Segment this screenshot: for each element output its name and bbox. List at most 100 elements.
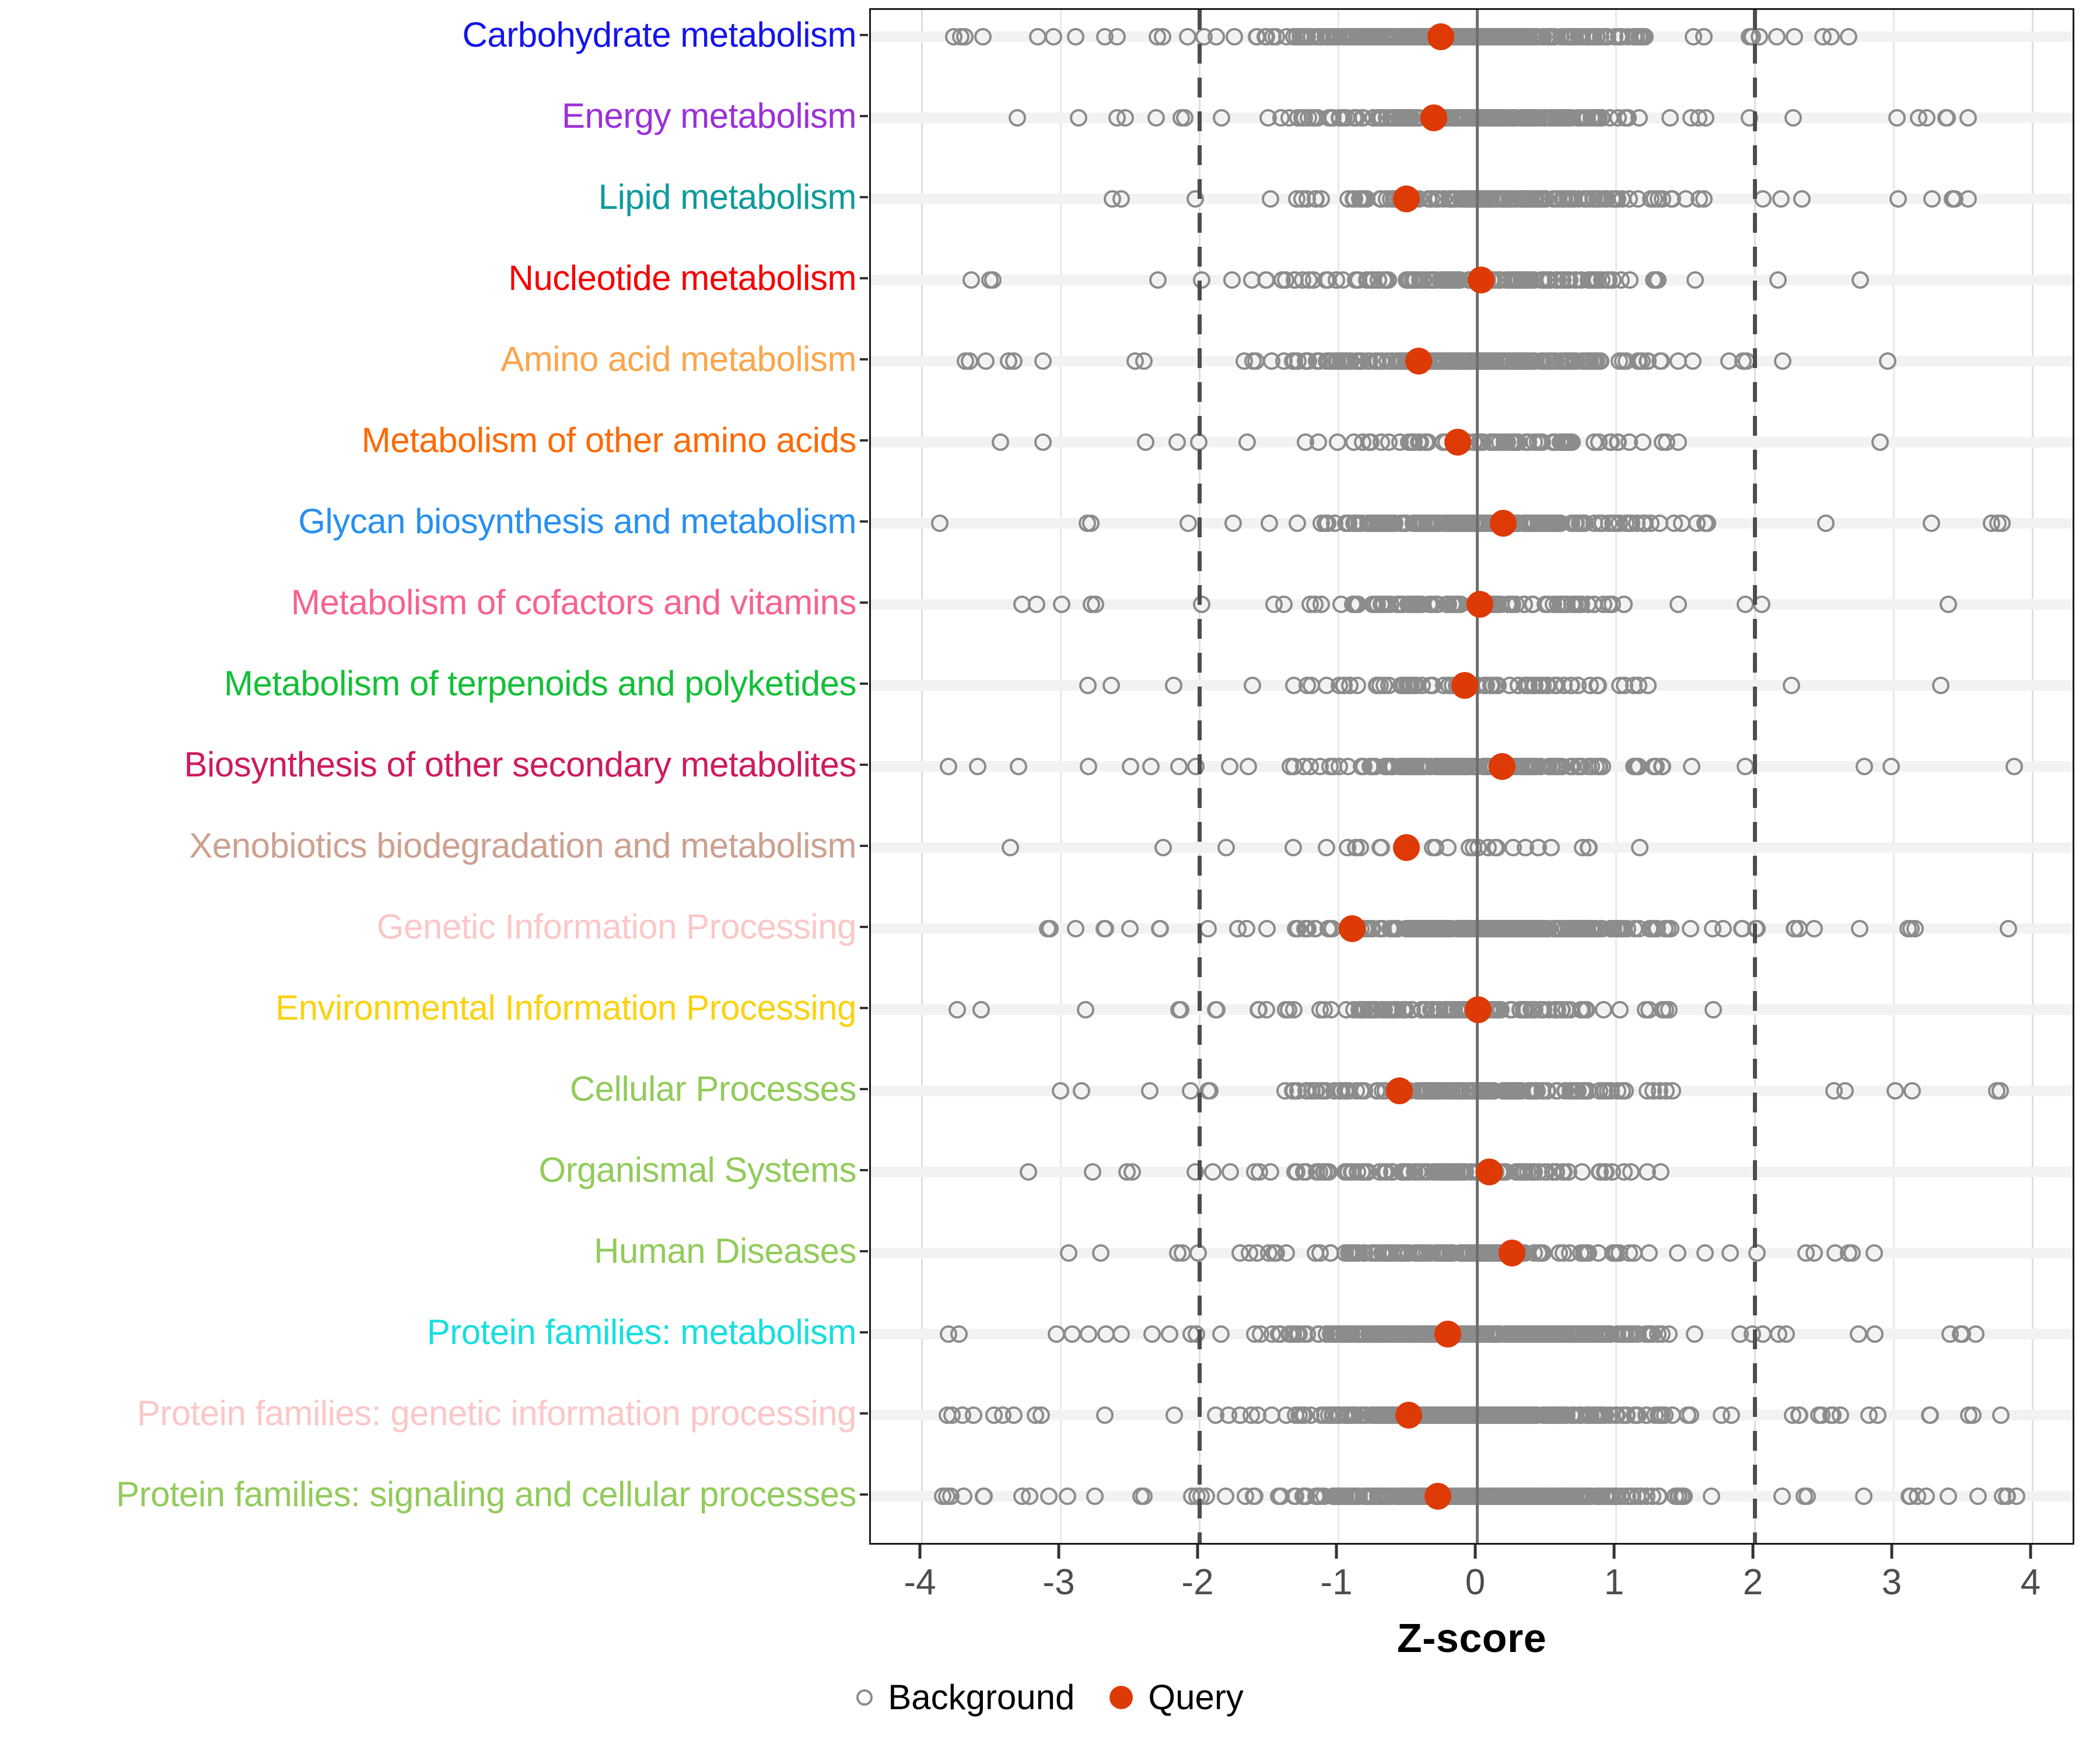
background-point [1579, 1325, 1597, 1343]
background-point [1937, 109, 1955, 127]
zero-line [1475, 10, 1479, 1543]
background-point [1630, 109, 1648, 127]
background-point [1284, 839, 1302, 856]
background-point [1142, 758, 1160, 775]
background-point [1539, 352, 1557, 370]
background-point [1137, 433, 1155, 451]
background-point [1580, 839, 1598, 856]
category-label: Xenobiotics biodegradation and metabolis… [189, 826, 856, 865]
background-point [1866, 1325, 1884, 1343]
query-point[interactable] [1395, 1402, 1423, 1429]
background-point [1629, 352, 1647, 370]
background-point [1456, 352, 1474, 370]
background-point [1310, 352, 1328, 370]
background-point [1865, 1244, 1883, 1262]
background-point [1341, 677, 1359, 694]
query-point[interactable] [1427, 23, 1455, 50]
background-point [1888, 109, 1906, 127]
background-point [1882, 758, 1901, 775]
background-point [1713, 1406, 1731, 1424]
query-point[interactable] [1476, 1158, 1503, 1185]
background-point [1637, 1406, 1655, 1424]
background-point [1231, 1244, 1249, 1262]
y-axis-tick [860, 115, 868, 117]
background-point [1355, 1082, 1373, 1100]
background-point [1503, 271, 1521, 289]
query-point[interactable] [1444, 429, 1471, 456]
background-point [1079, 677, 1097, 694]
background-point [1840, 28, 1858, 46]
background-point [1503, 1488, 1521, 1505]
background-point [1223, 271, 1241, 289]
x-axis-tick-label: -4 [904, 1562, 936, 1602]
background-point [1772, 190, 1790, 208]
gridline [1892, 10, 1895, 1543]
query-point[interactable] [1392, 186, 1420, 212]
query-point[interactable] [1405, 348, 1433, 374]
background-point [1440, 920, 1458, 937]
background-point [1639, 1082, 1657, 1100]
category-label: Lipid metabolism [598, 177, 857, 216]
background-point [1368, 596, 1387, 613]
background-point [1686, 271, 1704, 289]
background-point [1470, 109, 1488, 127]
query-point[interactable] [1434, 1321, 1462, 1348]
y-axis-tick [860, 1169, 868, 1171]
y-axis-tick [860, 1250, 868, 1252]
background-point [1549, 109, 1567, 127]
background-point [1051, 1082, 1069, 1100]
query-point[interactable] [1466, 591, 1493, 618]
background-point [1060, 1244, 1077, 1262]
background-point [1810, 1406, 1828, 1424]
background-point [1814, 28, 1832, 46]
query-point[interactable] [1420, 104, 1448, 131]
background-point [1652, 352, 1670, 370]
background-point [1403, 1001, 1421, 1019]
background-point [1669, 1244, 1687, 1262]
query-point[interactable] [1385, 1077, 1413, 1104]
background-point [2005, 758, 2023, 775]
query-point[interactable] [1468, 267, 1495, 293]
query-point[interactable] [1490, 510, 1517, 537]
background-point [1419, 1082, 1437, 1100]
background-point [1456, 1163, 1474, 1181]
legend-label-query: Query [1148, 1678, 1244, 1717]
threshold-line [1752, 10, 1757, 1543]
background-point [1805, 920, 1824, 937]
query-point[interactable] [1451, 672, 1478, 699]
category-label: Biosynthesis of other secondary metaboli… [184, 745, 857, 784]
background-point [1737, 758, 1755, 775]
category-label: Protein families: genetic information pr… [136, 1394, 857, 1433]
background-point [1903, 1082, 1922, 1100]
background-point [1276, 1001, 1294, 1019]
background-point [1696, 109, 1714, 127]
x-axis-tick-label: -3 [1042, 1562, 1075, 1602]
background-point [1817, 514, 1835, 532]
background-point [1300, 271, 1318, 289]
plot-panel [869, 8, 2074, 1545]
background-point [1082, 596, 1100, 613]
background-point [1378, 352, 1396, 370]
background-point [1856, 758, 1874, 775]
background-point [1207, 1406, 1225, 1424]
y-axis-tick [860, 1493, 868, 1496]
background-point [1478, 1406, 1495, 1424]
query-point[interactable] [1338, 915, 1366, 942]
background-point [1608, 1082, 1626, 1100]
y-axis-tick [860, 601, 868, 604]
background-point [1558, 1406, 1576, 1424]
background-point [940, 758, 958, 775]
background-point [1581, 352, 1599, 370]
background-point [1871, 433, 1889, 451]
background-point [1623, 1325, 1641, 1343]
query-point[interactable] [1465, 996, 1492, 1023]
query-point[interactable] [1392, 834, 1420, 861]
background-point [1212, 109, 1230, 127]
background-point [1028, 28, 1046, 46]
query-point[interactable] [1498, 1240, 1525, 1266]
query-point[interactable] [1488, 753, 1516, 780]
background-point [1236, 352, 1254, 370]
background-point [1702, 1488, 1720, 1505]
query-point[interactable] [1424, 1483, 1452, 1510]
background-point [1312, 514, 1331, 532]
